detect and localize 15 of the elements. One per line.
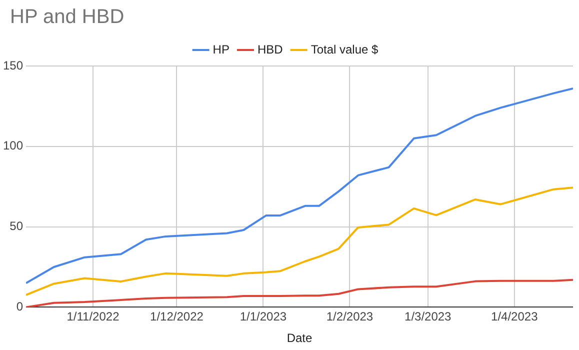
y-tick-label: 150 xyxy=(2,58,24,72)
x-tick-label: 1/11/2022 xyxy=(66,310,120,324)
chart-title: HP and HBD xyxy=(10,6,124,29)
legend-label: HP xyxy=(212,42,230,56)
legend-label: Total value $ xyxy=(310,42,379,56)
y-tick-label: 100 xyxy=(2,138,24,153)
x-tick-label: 1/2/2023 xyxy=(326,310,374,324)
x-tick-label: 1/1/2023 xyxy=(240,310,287,324)
y-tick-label: 50 xyxy=(10,219,24,234)
x-tick-label: 1/4/2023 xyxy=(491,310,538,324)
x-axis-title: Date xyxy=(286,331,313,346)
y-tick-label: 0 xyxy=(16,300,24,314)
legend-label: HBD xyxy=(257,42,284,56)
x-tick-label: 1/3/2023 xyxy=(404,310,452,324)
x-tick-label: 1/12/2022 xyxy=(150,310,204,324)
